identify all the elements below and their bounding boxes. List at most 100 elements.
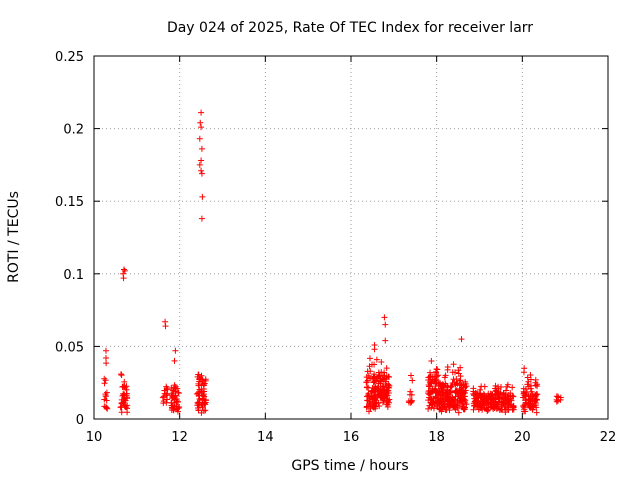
roti-point: [370, 396, 377, 403]
roti-point: [528, 382, 535, 389]
roti-point: [164, 396, 171, 403]
roti-point: [194, 399, 201, 406]
y-axis-tick-labels: 0 0.05 0.1 0.15 0.2 0.25: [55, 50, 84, 428]
roti-point: [526, 397, 533, 404]
roti-point: [477, 405, 484, 412]
roti-point: [369, 395, 376, 402]
roti-point: [197, 119, 204, 126]
roti-point: [373, 356, 380, 363]
roti-point: [430, 405, 437, 412]
roti-point: [103, 397, 110, 404]
roti-point: [457, 381, 464, 388]
roti-point: [102, 377, 109, 384]
roti-point: [103, 360, 110, 367]
roti-point: [449, 380, 456, 387]
roti-point: [120, 266, 127, 273]
roti-point: [174, 408, 181, 415]
roti-point: [366, 363, 373, 370]
roti-point: [102, 355, 109, 362]
roti-point: [198, 215, 205, 222]
roti-point: [470, 406, 477, 413]
roti-point: [509, 384, 516, 391]
roti-point: [120, 275, 127, 282]
roti-point: [408, 391, 415, 398]
roti-point: [168, 385, 175, 392]
roti-point: [425, 405, 432, 412]
roti-point: [375, 400, 382, 407]
roti-point: [471, 403, 478, 410]
roti-point: [520, 369, 527, 376]
roti-point: [364, 397, 371, 404]
roti-point: [170, 388, 177, 395]
roti-point: [436, 401, 443, 408]
roti-point: [557, 394, 564, 401]
roti-point: [202, 401, 209, 408]
roti-point: [175, 389, 182, 396]
roti-point: [492, 382, 499, 389]
roti-point: [553, 396, 560, 403]
roti-point: [435, 372, 442, 379]
roti-point: [118, 372, 125, 379]
roti-point: [367, 375, 374, 382]
roti-point: [196, 378, 203, 385]
roti-point: [451, 400, 458, 407]
roti-point: [121, 395, 128, 402]
roti-point: [434, 366, 441, 373]
roti-point: [377, 378, 384, 385]
chart-title: Day 024 of 2025, Rate Of TEC Index for r…: [167, 20, 533, 36]
roti-point: [408, 397, 415, 404]
roti-point: [525, 392, 532, 399]
y-tick-label: 0.1: [63, 268, 84, 283]
roti-point: [491, 401, 498, 408]
y-axis-title: ROTI / TECUs: [6, 191, 22, 283]
roti-point: [198, 372, 205, 379]
x-axis-title: GPS time / hours: [291, 458, 408, 474]
roti-point: [381, 395, 388, 402]
roti-point: [363, 379, 370, 386]
roti-point: [471, 395, 478, 402]
roti-point: [171, 405, 178, 412]
roti-point: [101, 403, 108, 410]
roti-point: [201, 380, 208, 387]
roti-point: [453, 387, 460, 394]
roti-point: [524, 374, 531, 381]
roti-point: [370, 389, 377, 396]
roti-point: [425, 374, 432, 381]
roti-point: [454, 390, 461, 397]
roti-point: [163, 383, 170, 390]
roti-point: [168, 399, 175, 406]
roti-point: [427, 369, 434, 376]
roti-point: [375, 391, 382, 398]
grid-lines: [94, 56, 608, 419]
y-tick-label: 0.2: [63, 123, 84, 138]
roti-point: [381, 376, 388, 383]
y-tick-label: 0: [76, 413, 84, 428]
roti-point: [407, 388, 414, 395]
roti-point: [448, 383, 455, 390]
roti-point: [450, 376, 457, 383]
roti-point: [124, 394, 131, 401]
roti-point: [102, 347, 109, 354]
roti-point: [118, 371, 125, 378]
roti-point: [195, 371, 202, 378]
roti-point: [479, 394, 486, 401]
roti-point: [376, 402, 383, 409]
roti-point: [409, 377, 416, 384]
roti-point: [198, 167, 205, 174]
roti-point: [198, 402, 205, 409]
roti-point: [195, 400, 202, 407]
roti-point: [455, 367, 462, 374]
roti-point: [554, 397, 561, 404]
roti-point: [199, 377, 206, 384]
roti-point: [379, 399, 386, 406]
roti-point: [162, 323, 169, 330]
roti-point: [198, 124, 205, 131]
roti-point: [456, 386, 463, 393]
roti-point: [196, 135, 203, 142]
roti-point: [195, 392, 202, 399]
x-tick-label: 12: [171, 430, 188, 445]
roti-point: [437, 396, 444, 403]
roti-point: [484, 396, 491, 403]
roti-point: [457, 395, 464, 402]
roti-point: [440, 384, 447, 391]
